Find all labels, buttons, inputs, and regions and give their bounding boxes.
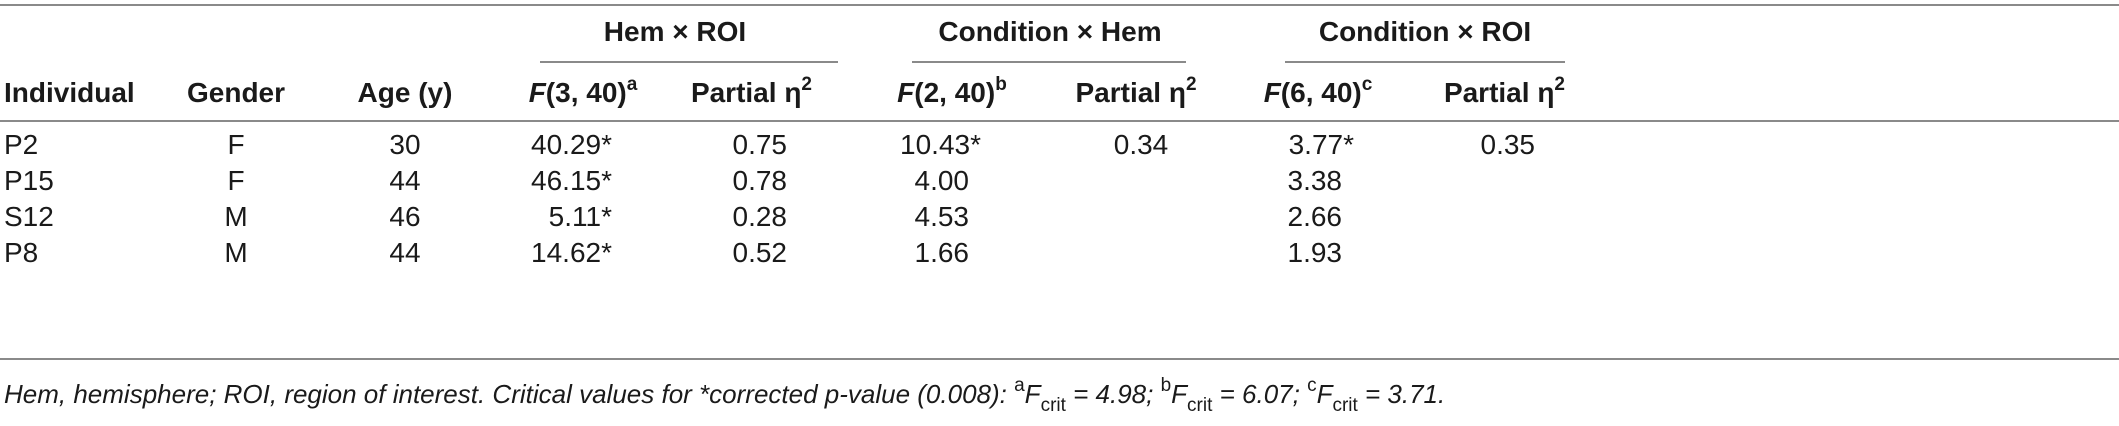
group-header-condition-hem: Condition × Hem xyxy=(938,16,1162,47)
cell-eta-hem-roi: 0.78 xyxy=(732,165,788,196)
header-bottom-rule xyxy=(0,120,2119,122)
df-label: (6, 40) xyxy=(1280,77,1362,108)
cell-age: 44 xyxy=(389,237,421,268)
group-rule-condition-roi xyxy=(1285,61,1565,63)
cell-age: 46 xyxy=(389,201,421,232)
critical-value-a: = 4.98; xyxy=(1065,379,1161,409)
col-header-f-hem-roi: F(3, 40)a xyxy=(528,73,638,110)
cell-f-hem-roi: 40.29* xyxy=(531,129,612,160)
col-header-f-condition-hem: F(2, 40)b xyxy=(897,73,1007,110)
eta-label: Partial η xyxy=(1443,77,1555,108)
col-header-gender: Gender xyxy=(186,77,286,108)
cell-gender: F xyxy=(227,165,245,196)
table-top-rule xyxy=(0,4,2119,6)
col-header-age: Age (y) xyxy=(357,77,453,108)
cell-f-condition-roi: 1.93 xyxy=(1287,237,1343,268)
col-header-f-condition-roi: F(6, 40)c xyxy=(1263,73,1373,110)
cell-age: 44 xyxy=(389,165,421,196)
col-header-eta-condition-roi: Partial η2 xyxy=(1443,73,1565,110)
col-header-eta-hem-roi: Partial η2 xyxy=(690,73,812,110)
cell-individual: P2 xyxy=(4,129,39,160)
cell-age: 30 xyxy=(389,129,421,160)
footnote-marker: a xyxy=(626,73,638,95)
cell-f-hem-roi: 46.15* xyxy=(531,165,612,196)
eta-label: Partial η xyxy=(1075,77,1186,108)
footnote-text: Hem, hemisphere; ROI, region of interest… xyxy=(4,379,1015,409)
cell-f-condition-roi: 3.77* xyxy=(1288,129,1354,160)
f-subscript: crit xyxy=(1040,395,1066,417)
cell-individual: P15 xyxy=(4,165,54,196)
f-letter: F xyxy=(528,77,546,108)
group-rule-condition-hem xyxy=(912,61,1186,63)
cell-f-hem-roi: 14.62* xyxy=(531,237,612,268)
cell-gender: M xyxy=(224,237,248,268)
cell-eta-condition-roi: 0.35 xyxy=(1480,129,1536,160)
cell-individual: S12 xyxy=(4,201,54,232)
footnote-marker-c: c xyxy=(1307,375,1317,397)
f-letter: F xyxy=(1316,379,1333,409)
f-letter: F xyxy=(1263,77,1281,108)
col-header-individual: Individual xyxy=(4,77,135,108)
f-subscript: crit xyxy=(1332,395,1358,417)
f-letter: F xyxy=(1171,379,1188,409)
footnote-marker: b xyxy=(995,73,1007,95)
cell-gender: M xyxy=(224,201,248,232)
cell-f-condition-roi: 2.66 xyxy=(1287,201,1343,232)
group-header-condition-roi: Condition × ROI xyxy=(1318,16,1532,47)
cell-eta-condition-hem: 0.34 xyxy=(1113,129,1169,160)
critical-value-b: = 6.07; xyxy=(1212,379,1308,409)
cell-f-condition-hem: 10.43* xyxy=(900,129,981,160)
cell-f-hem-roi: 5.11* xyxy=(548,201,612,232)
cell-individual: P8 xyxy=(4,237,39,268)
cell-gender: F xyxy=(227,129,245,160)
f-letter: F xyxy=(1024,379,1041,409)
cell-eta-hem-roi: 0.28 xyxy=(732,201,788,232)
critical-value-c: = 3.71. xyxy=(1357,379,1446,409)
cell-f-condition-roi: 3.38 xyxy=(1287,165,1343,196)
footnote-marker: c xyxy=(1361,73,1373,95)
eta-exponent: 2 xyxy=(801,73,812,95)
col-header-eta-condition-hem: Partial η2 xyxy=(1075,73,1197,110)
df-label: (2, 40) xyxy=(914,77,996,108)
eta-exponent: 2 xyxy=(1554,73,1565,95)
f-letter: F xyxy=(897,77,915,108)
df-label: (3, 40) xyxy=(545,77,627,108)
group-header-hem-roi: Hem × ROI xyxy=(603,16,747,47)
cell-f-condition-hem: 4.53 xyxy=(914,201,970,232)
eta-label: Partial η xyxy=(690,77,802,108)
group-rule-hem-roi xyxy=(540,61,838,63)
cell-eta-hem-roi: 0.52 xyxy=(732,237,788,268)
cell-f-condition-hem: 4.00 xyxy=(914,165,970,196)
table-footnote: Hem, hemisphere; ROI, region of interest… xyxy=(4,375,1446,415)
table-bottom-rule xyxy=(0,358,2119,360)
cell-eta-hem-roi: 0.75 xyxy=(732,129,788,160)
footnote-marker-a: a xyxy=(1014,375,1025,397)
eta-exponent: 2 xyxy=(1185,73,1197,95)
footnote-marker-b: b xyxy=(1160,375,1172,397)
f-subscript: crit xyxy=(1187,395,1213,417)
cell-f-condition-hem: 1.66 xyxy=(914,237,970,268)
